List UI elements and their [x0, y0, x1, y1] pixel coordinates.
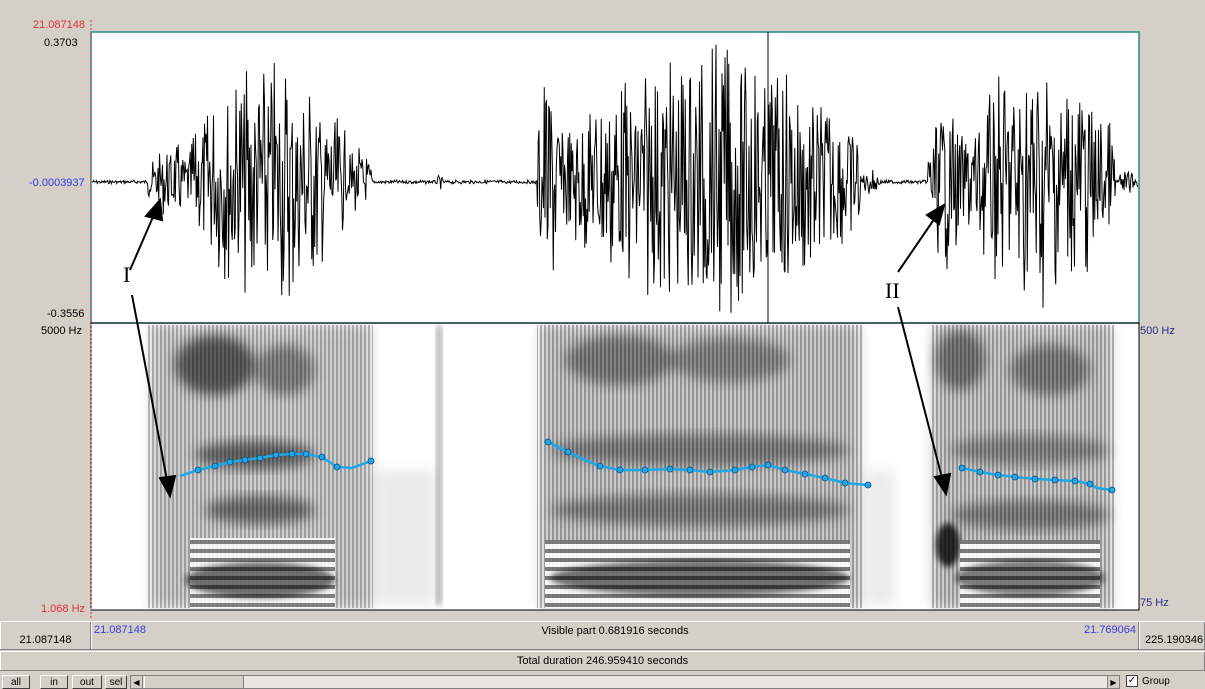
waveform-min-label: -0.3556 — [47, 308, 85, 320]
visible-part-bar[interactable]: 21.087148 21.087148 Visible part 0.68191… — [0, 621, 1205, 650]
visible-part-label: Visible part 0.681916 seconds — [541, 625, 689, 637]
right-time-label: 225.190346 — [1145, 634, 1204, 646]
waveform-signal — [91, 44, 1138, 313]
triangle-left-icon[interactable]: ◀ — [131, 676, 143, 688]
checkbox-checked-icon: ✓ — [1127, 675, 1137, 686]
pitch-max-label: 500 Hz — [1140, 325, 1175, 337]
spectrogram-max-freq: 5000 Hz — [41, 325, 82, 337]
pitch-min-label: 75 Hz — [1140, 597, 1169, 609]
visible-part-cell[interactable]: 21.087148 Visible part 0.681916 seconds … — [91, 622, 1139, 649]
bottom-controls: all in out sel ◀ ▶ ✓ Group — [0, 673, 1205, 689]
right-time-cell[interactable]: 225.190346 — [1139, 622, 1205, 649]
triangle-right-icon[interactable]: ▶ — [1107, 676, 1119, 688]
pitch-contour-3 — [961, 466, 1113, 492]
spectrogram-min-freq: 1.068 Hz — [41, 603, 86, 615]
spectrogram — [148, 325, 1115, 608]
pitch-points — [194, 438, 1116, 494]
zoom-sel-button[interactable]: sel — [105, 675, 127, 689]
group-label: Group — [1142, 676, 1170, 687]
window-start-label: 21.087148 — [94, 624, 146, 636]
waveform-max-label: 0.3703 — [44, 37, 78, 49]
window-end-label: 21.769064 — [1084, 624, 1136, 636]
total-duration-cell[interactable]: Total duration 246.959410 seconds — [0, 652, 1205, 670]
annotation-arrows — [129, 197, 952, 499]
waveform — [91, 44, 1138, 313]
annotation-label-2: II — [885, 278, 900, 303]
annotation-label-1: I — [123, 262, 131, 287]
scrollbar-thumb[interactable] — [144, 676, 244, 688]
total-duration-bar[interactable]: Total duration 246.959410 seconds — [0, 651, 1205, 671]
horizontal-scrollbar[interactable]: ◀ ▶ — [130, 675, 1120, 689]
total-duration-label: Total duration 246.959410 seconds — [516, 655, 689, 667]
zoom-in-button[interactable]: in — [40, 675, 68, 689]
cursor-time-top: 21.087148 — [33, 19, 85, 31]
spectrogram-frame — [90, 322, 1140, 611]
left-time-cell[interactable]: 21.087148 — [0, 622, 91, 649]
zoom-all-button[interactable]: all — [2, 675, 30, 689]
zoom-out-button[interactable]: out — [72, 675, 102, 689]
waveform-mid-label: -0.0003937 — [29, 177, 85, 189]
group-checkbox[interactable]: ✓ — [1126, 675, 1138, 687]
left-time-label: 21.087148 — [19, 634, 72, 646]
